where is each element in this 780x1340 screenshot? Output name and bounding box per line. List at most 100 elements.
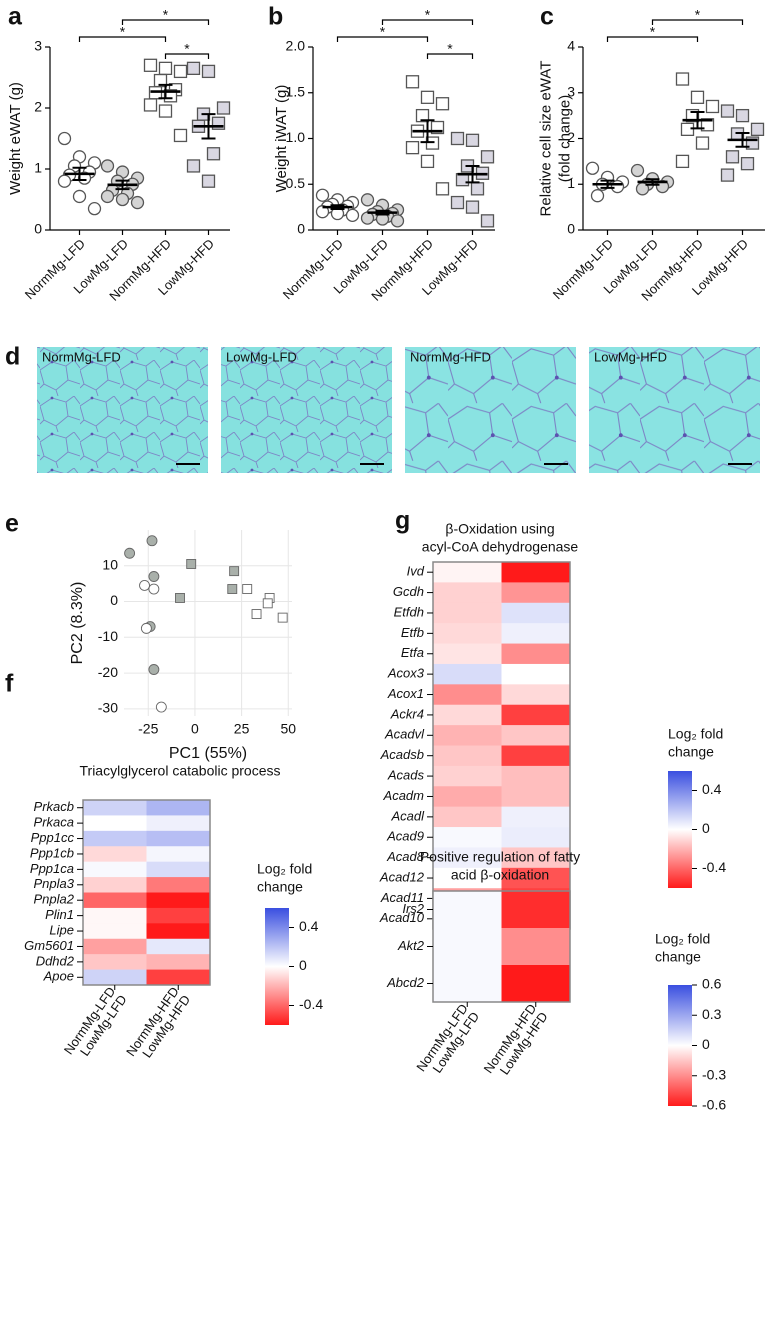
heatmap-cell [146,846,211,862]
row-label: Lipe [49,922,74,937]
marker [720,168,735,182]
heatmap-cell [501,965,571,1003]
marker [216,101,231,115]
panel-label: b [268,3,283,31]
heatmap-cell [146,861,211,878]
row-label: Abcd2 [386,975,425,990]
marker [695,136,710,150]
sem-bar [115,179,130,191]
heatmap-cell [501,765,571,787]
marker [115,192,130,207]
row-label: Ddhd2 [36,953,75,968]
heatmap-cell [433,582,502,604]
marker [740,157,755,171]
row-label: Gcdh [393,584,424,599]
marker [206,147,221,161]
heatmap-cell [501,725,571,746]
marker [405,140,420,155]
marker [705,99,720,114]
x-tick-label: -25 [138,721,158,737]
marker [675,72,690,86]
heatmap-cell [501,891,571,929]
marker [360,193,375,207]
heatmap-cell [146,830,211,847]
marker [158,104,173,118]
panel-label: g [395,507,410,535]
significance-label: * [120,24,126,40]
heatmap-cell [433,765,502,787]
row-label: Acox3 [387,666,425,681]
y-axis-label: PC2 (8.3%) [69,582,86,665]
marker [143,58,158,72]
y-tick-label: 0 [567,221,575,237]
marker [390,214,405,228]
marker [186,559,197,569]
row-label: Acad10 [379,910,425,925]
colorbar-tick-label: 0.4 [299,918,319,934]
row-label: Acad9 [386,829,424,844]
marker [725,150,740,164]
heatmap-cell [501,847,571,869]
y-tick-label: -10 [98,628,118,644]
heatmap-cell [433,745,502,767]
significance-bracket [78,36,167,42]
marker [130,195,145,210]
marker [435,97,450,111]
panel-label: e [5,510,19,538]
heatmap-cell [433,663,502,685]
image-label: NormMg-LFD [42,349,121,364]
row-label: Ppp1cb [30,845,74,860]
heatmap-cell [83,923,147,940]
histology-image [589,347,760,473]
heatmap-cell [146,969,211,986]
heatmap-cell [501,786,571,807]
heatmap-title: Triacylglycerol catabolic process [80,763,281,779]
colorbar-tick-label: -0.3 [702,1066,726,1082]
x-tick-label: 50 [280,721,296,737]
heatmap-cell [433,867,502,889]
y-tick-label: -20 [98,664,118,680]
marker [100,159,115,173]
y-tick-label: 0 [110,592,118,608]
y-tick-label: 10 [102,556,118,572]
heatmap-cell [146,877,211,893]
marker [173,64,188,79]
row-label: Plin1 [45,907,74,922]
marker [345,208,360,223]
heatmap-title: acid β-oxidation [451,867,549,883]
heatmap-cell [501,602,571,624]
marker [750,122,765,136]
heatmap-cell [433,602,502,624]
heatmap-cell [433,684,502,706]
heatmap-cell [83,830,147,847]
marker [148,664,160,675]
marker [242,584,253,594]
heatmap-cell [83,954,147,970]
colorbar-tick-label: 0.6 [702,976,722,992]
marker [186,61,201,75]
row-label: Ivd [407,564,425,579]
marker [227,584,238,594]
sem-bar [645,178,660,186]
marker [173,128,188,143]
row-label: Pnpla3 [34,876,75,891]
marker [435,182,450,196]
sem-bar [600,179,615,189]
row-label: Gm5601 [24,938,74,953]
row-label: Acadl [390,808,425,823]
colorbar-tick-label: -0.6 [702,1097,726,1113]
row-label: Pnpla2 [34,892,75,907]
x-tick-label: 0 [191,721,199,737]
y-tick-label: 3 [34,38,42,54]
marker [675,154,690,169]
y-tick-label: 2 [567,129,575,145]
sem-bar [375,209,390,216]
colorbar-title: Log₂ fold [668,726,723,742]
row-label: Acad12 [379,869,425,884]
heatmap-cell [146,892,211,909]
row-label: Acadm [383,788,425,803]
marker [415,108,430,123]
